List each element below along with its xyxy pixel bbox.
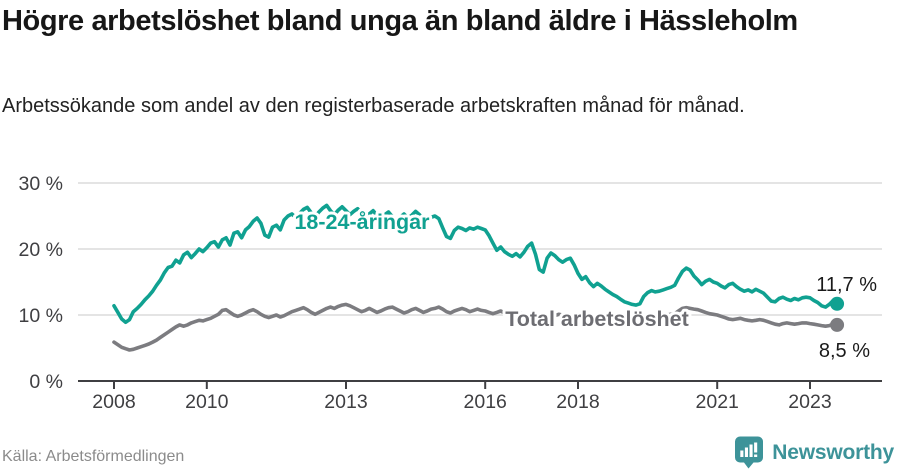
y-axis-label: 0 %: [29, 371, 63, 393]
newsworthy-logo: Newsworthy: [734, 436, 894, 469]
page-title: Högre arbetslöshet bland unga än bland ä…: [2, 5, 798, 37]
series-end-dot: [830, 296, 845, 311]
y-axis-label: 20 %: [19, 239, 63, 261]
series-end-value-label: 11,7 %: [816, 274, 877, 296]
x-axis-label: 2023: [788, 391, 831, 413]
x-axis-label: 2021: [696, 391, 739, 413]
x-axis-label: 2018: [556, 391, 599, 413]
brand-name: Newsworthy: [772, 440, 894, 464]
chart-subtitle: Arbetssökande som andel av den registerb…: [2, 95, 745, 117]
newsworthy-chart-bubble-icon: [735, 436, 764, 469]
x-axis-label: 2010: [185, 391, 229, 413]
source-note: Källa: Arbetsförmedlingen: [2, 448, 185, 465]
series-line-18-24-aringar: [112, 203, 839, 325]
y-axis-label: 30 %: [19, 173, 63, 195]
x-axis-label: 2016: [464, 391, 507, 413]
y-axis-label: 10 %: [19, 305, 63, 327]
series-line-total-arbetsloshet: [112, 302, 839, 352]
series-inline-label: Total arbetslöshet: [505, 307, 689, 331]
x-axis-label: 2013: [324, 391, 367, 413]
series-inline-label: 18-24-åringar: [294, 210, 430, 234]
series-end-value-label: 8,5 %: [819, 340, 870, 362]
series-end-dot: [830, 317, 845, 332]
x-axis-label: 2008: [92, 391, 135, 413]
